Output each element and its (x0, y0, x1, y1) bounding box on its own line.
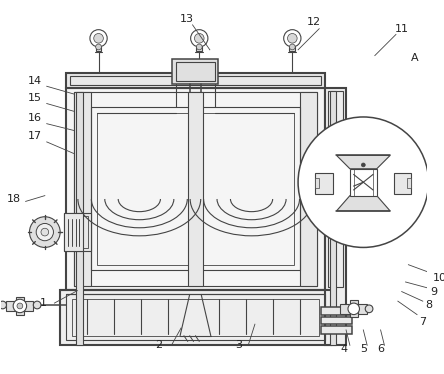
Bar (7, 301, 33, 311)
Bar (346, 146, 361, 194)
Circle shape (289, 44, 295, 50)
Text: 4: 4 (341, 344, 348, 354)
Polygon shape (337, 196, 390, 211)
Bar (71, 299, 319, 336)
Bar (350, 300, 357, 318)
Text: 16: 16 (28, 113, 42, 123)
Circle shape (288, 34, 297, 43)
Bar (188, 92, 203, 286)
Polygon shape (337, 155, 390, 169)
Bar (315, 173, 333, 194)
Bar (97, 113, 294, 265)
Text: 12: 12 (306, 17, 321, 27)
Circle shape (94, 34, 103, 43)
Circle shape (36, 223, 53, 241)
Bar (321, 326, 352, 334)
Bar (16, 297, 24, 315)
Bar (176, 62, 214, 82)
Circle shape (298, 117, 428, 248)
Bar (300, 92, 317, 286)
Text: 13: 13 (180, 14, 194, 24)
Bar (74, 92, 91, 286)
Text: 15: 15 (28, 93, 42, 103)
Bar (340, 304, 367, 314)
Bar (66, 73, 325, 88)
Bar (172, 59, 218, 85)
Text: 8: 8 (425, 300, 432, 310)
Bar (325, 88, 346, 345)
Bar (196, 46, 202, 51)
Circle shape (348, 303, 360, 315)
Bar (328, 91, 343, 287)
Bar (315, 178, 319, 188)
Bar (350, 169, 377, 196)
Circle shape (33, 301, 41, 309)
Circle shape (361, 163, 365, 167)
Text: 17: 17 (28, 131, 42, 141)
Circle shape (17, 303, 23, 309)
Bar (60, 289, 331, 345)
Bar (66, 88, 325, 289)
Bar (408, 178, 411, 188)
Text: 2: 2 (155, 340, 163, 350)
Text: 3: 3 (235, 340, 242, 350)
Text: 7: 7 (419, 317, 426, 327)
Text: 18: 18 (7, 193, 21, 203)
Bar (321, 307, 352, 315)
Bar (394, 173, 411, 194)
Bar (64, 213, 83, 251)
Bar (289, 46, 295, 51)
Circle shape (190, 30, 208, 47)
Bar (330, 91, 337, 345)
Bar (75, 92, 83, 345)
Circle shape (365, 305, 373, 313)
Circle shape (90, 30, 107, 47)
Circle shape (0, 301, 7, 309)
Text: 11: 11 (395, 24, 408, 34)
Text: 10: 10 (433, 273, 444, 283)
Bar (321, 316, 352, 324)
Text: 6: 6 (377, 344, 384, 354)
Circle shape (29, 217, 60, 248)
Text: 14: 14 (28, 76, 42, 86)
Circle shape (95, 44, 101, 50)
Text: 9: 9 (431, 286, 438, 297)
Bar (67, 216, 88, 248)
Text: A: A (411, 53, 419, 64)
Text: 1: 1 (40, 298, 47, 308)
Circle shape (41, 228, 49, 236)
Bar (70, 76, 321, 85)
Bar (95, 46, 101, 51)
Bar (66, 294, 325, 340)
Circle shape (194, 34, 204, 43)
Circle shape (13, 299, 27, 313)
Bar (91, 107, 300, 270)
Circle shape (196, 44, 202, 50)
Bar (74, 92, 317, 286)
Bar (64, 213, 91, 251)
Bar (349, 148, 358, 191)
Circle shape (284, 30, 301, 47)
Text: 5: 5 (360, 344, 367, 354)
